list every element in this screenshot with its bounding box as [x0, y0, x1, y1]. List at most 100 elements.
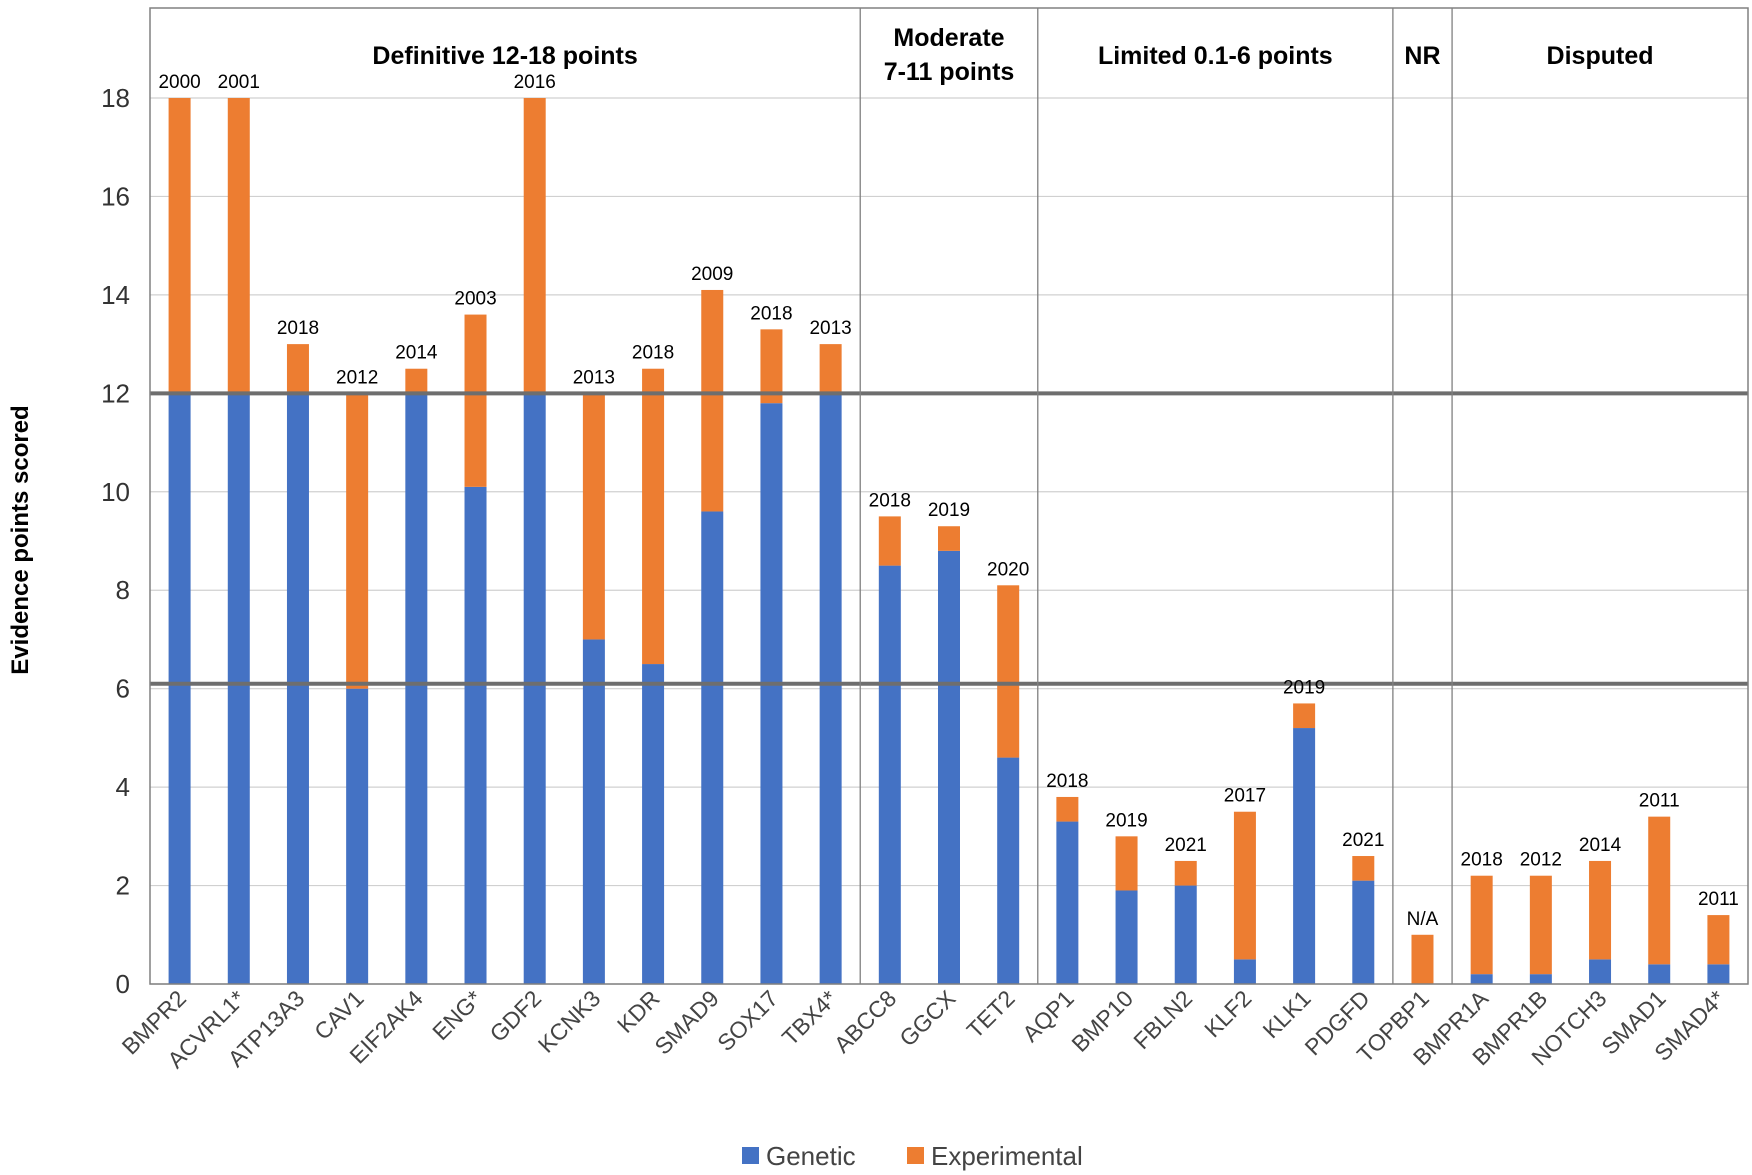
bar-genetic — [227, 393, 250, 984]
y-tick-label: 14 — [101, 280, 130, 310]
bar-experimental — [1470, 875, 1493, 975]
year-annotation: 2012 — [336, 367, 378, 388]
year-annotation: 2012 — [1520, 850, 1562, 871]
bar-experimental — [1529, 875, 1552, 975]
category-label: KDR — [612, 985, 665, 1038]
bar-genetic — [642, 664, 665, 984]
bar-genetic — [1707, 964, 1730, 984]
year-annotation: 2016 — [514, 72, 556, 93]
category-label: FBLN2 — [1128, 985, 1197, 1054]
bar-experimental — [582, 393, 605, 640]
bar-experimental — [1648, 816, 1671, 965]
bar-experimental — [1056, 796, 1079, 822]
year-annotation: 2018 — [1461, 850, 1503, 871]
year-annotation: 2019 — [928, 500, 970, 521]
bar-genetic — [1352, 880, 1375, 984]
category-label: TET2 — [962, 985, 1020, 1043]
year-annotation: 2014 — [1579, 835, 1622, 856]
bar-genetic — [286, 393, 309, 984]
year-annotation: 2018 — [869, 490, 911, 511]
bar-experimental — [1174, 860, 1197, 886]
y-tick-label: 10 — [101, 477, 130, 507]
bar-experimental — [1589, 860, 1612, 960]
bar-experimental — [701, 289, 724, 512]
bar-experimental — [1411, 934, 1434, 984]
bar-genetic — [878, 565, 901, 984]
bar-genetic — [1470, 974, 1493, 984]
year-annotation: 2020 — [987, 559, 1029, 580]
category-label: GGCX — [894, 985, 960, 1051]
bar-genetic — [464, 486, 487, 984]
bar-experimental — [464, 314, 487, 487]
y-tick-label: 4 — [116, 772, 130, 802]
year-annotation: 2019 — [1105, 810, 1147, 831]
category-label: ENG* — [427, 985, 487, 1045]
bar-genetic — [760, 403, 783, 985]
bar-experimental — [1293, 703, 1316, 729]
group-label: Moderate — [893, 24, 1004, 52]
year-annotation: 2018 — [750, 303, 792, 324]
bar-genetic — [523, 393, 546, 984]
bar-genetic — [405, 393, 428, 984]
category-label: BMP10 — [1066, 985, 1138, 1057]
category-label: SMAD9 — [649, 985, 723, 1059]
bar-genetic — [701, 511, 724, 984]
year-annotation: 2000 — [158, 72, 200, 93]
year-annotation: N/A — [1407, 909, 1439, 930]
bar-experimental — [168, 98, 191, 394]
bar-experimental — [997, 585, 1020, 758]
bar-genetic — [582, 639, 605, 984]
year-annotation: 2013 — [809, 318, 851, 339]
year-annotation: 2011 — [1639, 791, 1680, 812]
bar-genetic — [997, 757, 1020, 984]
y-tick-label: 2 — [116, 871, 130, 901]
bar-experimental — [760, 329, 783, 404]
year-annotation: 2019 — [1283, 677, 1325, 698]
y-tick-label: 18 — [101, 83, 130, 113]
y-tick-label: 12 — [101, 378, 130, 408]
group-label: Definitive 12-18 points — [372, 42, 637, 70]
year-annotation: 2021 — [1342, 830, 1384, 851]
category-label: ABCC8 — [829, 985, 902, 1058]
year-annotation: 2017 — [1224, 786, 1266, 807]
legend-swatch — [742, 1147, 759, 1164]
bar-experimental — [286, 344, 309, 394]
year-annotation: 2001 — [218, 72, 260, 93]
bar-genetic — [819, 393, 842, 984]
bar-experimental — [523, 98, 546, 394]
bar-genetic — [1529, 974, 1552, 984]
category-label: SOX17 — [712, 985, 783, 1056]
y-tick-label: 8 — [116, 575, 130, 605]
group-label: 7-11 points — [884, 58, 1015, 86]
bar-experimental — [878, 516, 901, 566]
bar-genetic — [168, 393, 191, 984]
bar-experimental — [405, 368, 428, 394]
bar-genetic — [1056, 821, 1079, 984]
year-annotation: 2014 — [395, 343, 438, 364]
bar-experimental — [642, 368, 665, 665]
year-annotation: 2009 — [691, 264, 733, 285]
category-label: KLF2 — [1199, 985, 1256, 1042]
year-annotation: 2018 — [1046, 771, 1088, 792]
y-tick-label: 16 — [101, 181, 130, 211]
bar-experimental — [346, 393, 369, 689]
year-annotation: 2013 — [573, 367, 615, 388]
bar-experimental — [819, 344, 842, 394]
bar-genetic — [1589, 959, 1612, 984]
year-annotation: 2011 — [1698, 889, 1739, 910]
legend-swatch — [907, 1147, 924, 1164]
category-label: KCNK3 — [533, 985, 606, 1058]
legend-label: Genetic — [766, 1141, 856, 1171]
bar-experimental — [1352, 856, 1375, 881]
group-label: NR — [1404, 42, 1440, 70]
bar-genetic — [1648, 964, 1671, 984]
year-annotation: 2021 — [1165, 835, 1207, 856]
bar-genetic — [1293, 728, 1316, 984]
y-tick-label: 0 — [116, 969, 130, 999]
bar-experimental — [1233, 811, 1256, 960]
bar-genetic — [938, 550, 960, 984]
bar-experimental — [227, 98, 250, 394]
year-annotation: 2018 — [632, 343, 674, 364]
